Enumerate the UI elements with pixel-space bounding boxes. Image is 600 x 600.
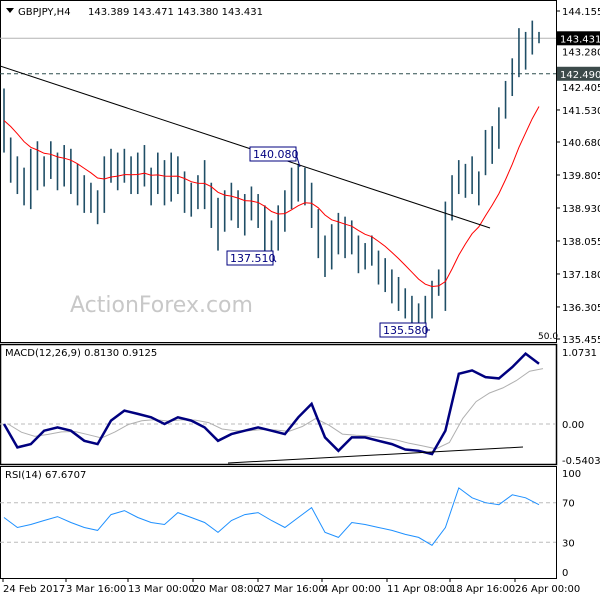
price-panel: 144.155 143.280 142.405 141.530 140.680 139.8… (0, 7, 600, 346)
price-annotation-label: 137.510 (230, 252, 276, 265)
collapse-triangle-icon[interactable] (6, 8, 14, 13)
rsi-tick-label: 30 (562, 538, 575, 549)
rsi-line (3, 487, 540, 546)
price-annotation-label: 135.580 (383, 324, 429, 337)
symbol-label: GBPJPY,H4 (18, 7, 71, 18)
ohlc-readout: 143.389 143.471 143.380 143.431 (88, 7, 263, 18)
time-tick-label: 24 Feb 2017 (3, 584, 65, 595)
price-tick-label: 141.530 (562, 106, 600, 117)
watermark: ActionForex.com (70, 293, 253, 318)
price-annotation-label: 140.080 (253, 148, 299, 161)
price-tick-label: 138.930 (562, 204, 600, 215)
rsi-panel: 100 70 30 0 (0, 469, 581, 579)
time-tick-label: 26 Apr 00:00 (515, 584, 580, 595)
current-price-box (557, 31, 600, 46)
price-tick-label: 143.280 (562, 47, 600, 58)
price-tick-label: 139.805 (562, 171, 600, 182)
time-tick-label: 11 Apr 08:00 (387, 584, 452, 595)
rsi-tick-label: 0 (562, 568, 568, 579)
price-tick-label: 140.680 (562, 138, 600, 149)
macd-tick-label: 0.00 (562, 420, 584, 431)
macd-trendline (227, 446, 524, 464)
panel-frames (0, 0, 558, 579)
price-tick-label: 135.455 (562, 335, 600, 346)
time-tick-label: 18 Apr 16:00 (450, 584, 515, 595)
current-price-label: 143.431 (560, 34, 600, 45)
rsi-panel-frame (0, 466, 557, 579)
time-tick-label: 27 Mar 16:00 (258, 584, 325, 595)
price-panel-frame (0, 0, 557, 343)
rsi-title: RSI(14) 67.6707 (5, 470, 86, 481)
level-price-label: 142.490 (560, 70, 600, 81)
corner-label: 50.0 (538, 332, 558, 342)
trendline (0, 65, 491, 229)
price-tick-label: 138.055 (562, 237, 600, 248)
time-tick-label: 20 Mar 08:00 (193, 584, 260, 595)
time-tick-label: 13 Mar 00:00 (128, 584, 195, 595)
time-tick-label: 4 Apr 00:00 (322, 584, 381, 595)
level-price-box (557, 66, 600, 81)
price-tick-label: 144.155 (562, 7, 600, 18)
macd-signal-line (7, 368, 544, 450)
macd-tick-label: 1.0731 (562, 348, 597, 359)
rsi-tick-label: 100 (562, 469, 581, 480)
price-tick-label: 142.405 (562, 83, 600, 94)
macd-title: MACD(12,26,9) 0.8130 0.9125 (5, 348, 157, 359)
price-annotation-connector (295, 153, 301, 168)
macd-panel-frame (0, 343, 558, 466)
macd-line (2, 351, 540, 456)
time-tick-label: 3 Mar 16:00 (66, 584, 126, 595)
macd-tick-label: -0.5403 (562, 456, 600, 467)
moving-average-line (3, 106, 540, 288)
macd-panel: 1.0731 0.00 -0.5403 (0, 348, 600, 467)
price-tick-label: 137.180 (562, 270, 600, 281)
price-tick-label: 136.305 (562, 303, 600, 314)
price-annotation-connector (272, 257, 277, 263)
rsi-tick-label: 70 (562, 499, 575, 510)
